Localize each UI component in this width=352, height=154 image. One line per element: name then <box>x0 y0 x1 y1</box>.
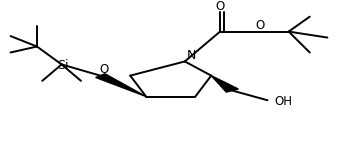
Text: O: O <box>256 19 265 32</box>
Text: Si: Si <box>58 59 69 72</box>
Polygon shape <box>211 76 238 92</box>
Text: O: O <box>99 63 108 76</box>
Text: OH: OH <box>274 95 293 107</box>
Text: O: O <box>215 0 225 13</box>
Text: N: N <box>187 49 196 62</box>
Polygon shape <box>96 74 146 97</box>
